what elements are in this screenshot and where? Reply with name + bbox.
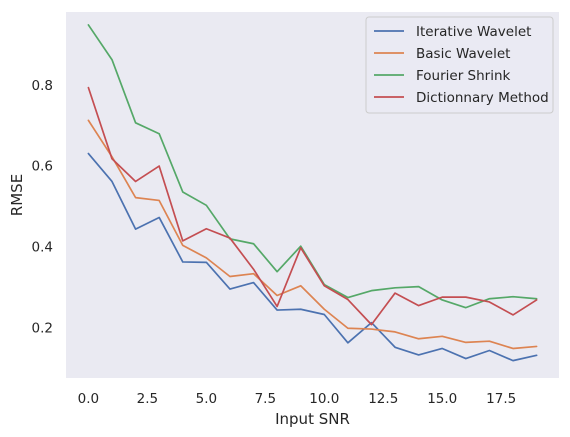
x-tick-label: 12.5 xyxy=(368,391,398,407)
legend: Iterative Wavelet Basic Wavelet Fourier Sh… xyxy=(365,16,554,114)
legend-label: Basic Wavelet xyxy=(416,46,510,62)
y-tick-labels: 0.2 0.4 0.6 0.8 xyxy=(32,78,53,337)
x-tick-label: 7.5 xyxy=(255,391,276,407)
series-line-4 xyxy=(87,86,538,326)
y-axis-label: RMSE xyxy=(8,174,26,216)
x-tick-labels: 0.0 2.5 5.0 7.5 10.0 12.5 15.0 17.5 xyxy=(78,391,517,407)
series-lines xyxy=(87,24,538,362)
x-tick-label: 0.0 xyxy=(78,391,99,407)
legend-label: Iterative Wavelet xyxy=(416,24,531,40)
y-tick-label: 0.6 xyxy=(32,159,53,175)
x-tick-label: 17.5 xyxy=(486,391,516,407)
series-line-2 xyxy=(87,119,538,350)
y-tick-label: 0.2 xyxy=(32,320,53,336)
series-line-1 xyxy=(87,152,538,362)
x-tick-label: 5.0 xyxy=(196,391,217,407)
y-tick-label: 0.8 xyxy=(32,78,53,94)
legend-box xyxy=(365,16,554,114)
x-axis-label: Input SNR xyxy=(275,410,350,428)
legend-label: Fourier Shrink xyxy=(416,68,511,84)
x-tick-label: 2.5 xyxy=(137,391,158,407)
x-tick-label: 15.0 xyxy=(427,391,457,407)
legend-label: Dictionnary Method xyxy=(416,90,549,106)
x-tick-label: 10.0 xyxy=(309,391,339,407)
y-tick-label: 0.4 xyxy=(32,240,53,256)
